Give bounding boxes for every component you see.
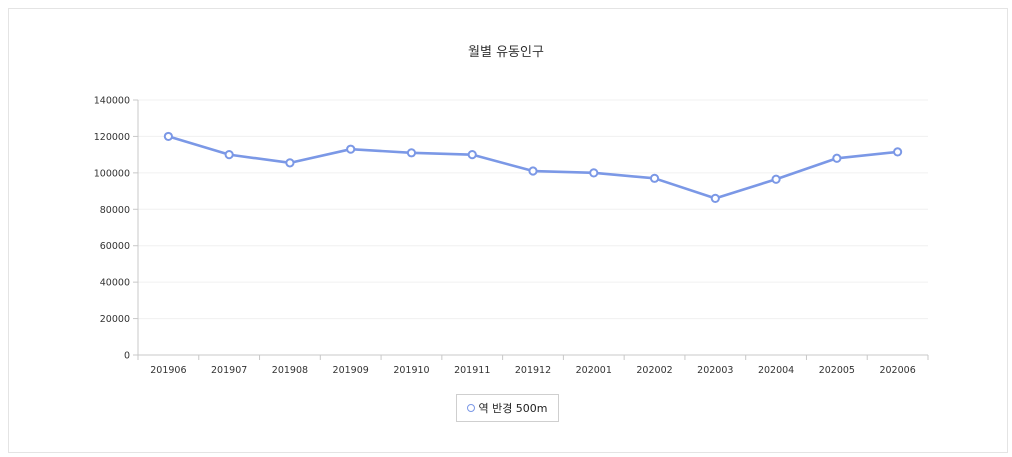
series-layer — [163, 131, 903, 203]
y-tick-label: 20000 — [100, 314, 130, 325]
y-tick-label: 40000 — [100, 278, 130, 289]
y-tick-label: 80000 — [100, 205, 130, 216]
data-point — [893, 147, 903, 157]
x-tick-label: 201909 — [333, 365, 369, 376]
y-axis-ticks: 140000 120000 100000 80000 60000 40000 20000 0 — [94, 96, 130, 362]
x-tick-label: 201910 — [393, 365, 429, 376]
y-tick-label: 100000 — [94, 168, 130, 179]
data-point — [346, 144, 356, 154]
x-tick-label: 201908 — [272, 365, 308, 376]
legend[interactable]: 역 반경 500m — [456, 394, 559, 422]
x-tick-label: 201912 — [515, 365, 551, 376]
chart-panel — [8, 8, 1008, 453]
data-point — [406, 148, 417, 158]
x-tick-label: 202002 — [636, 365, 672, 376]
axes — [133, 99, 929, 360]
y-tick-label: 120000 — [94, 132, 130, 143]
data-point — [710, 193, 720, 203]
data-point — [589, 168, 599, 178]
x-tick-label: 202006 — [879, 365, 915, 376]
x-tick-label: 201911 — [454, 365, 490, 376]
x-tick-label: 202001 — [576, 365, 612, 376]
x-tick-label: 202003 — [697, 365, 733, 376]
y-tick-label: 0 — [124, 351, 130, 362]
chart-title: 월별 유동인구 — [468, 45, 544, 60]
x-tick-label: 202004 — [758, 365, 794, 376]
legend-label: 역 반경 500m — [478, 402, 548, 415]
data-point — [163, 131, 173, 142]
grid-lines — [138, 99, 928, 320]
data-point — [528, 166, 538, 176]
data-point — [649, 173, 660, 183]
data-point — [832, 153, 842, 163]
x-axis-ticks: 201906 201907 201908 201909 201910 201911 2019… — [150, 365, 915, 376]
data-point — [285, 158, 295, 168]
y-tick-label: 60000 — [100, 241, 130, 252]
data-point — [224, 150, 234, 160]
x-tick-label: 201907 — [211, 365, 247, 376]
data-point — [771, 174, 781, 184]
x-tick-label: 201906 — [150, 365, 186, 376]
legend-marker-icon — [467, 404, 476, 412]
data-point — [467, 150, 477, 160]
x-tick-label: 202005 — [819, 365, 855, 376]
y-tick-label: 140000 — [94, 96, 130, 107]
